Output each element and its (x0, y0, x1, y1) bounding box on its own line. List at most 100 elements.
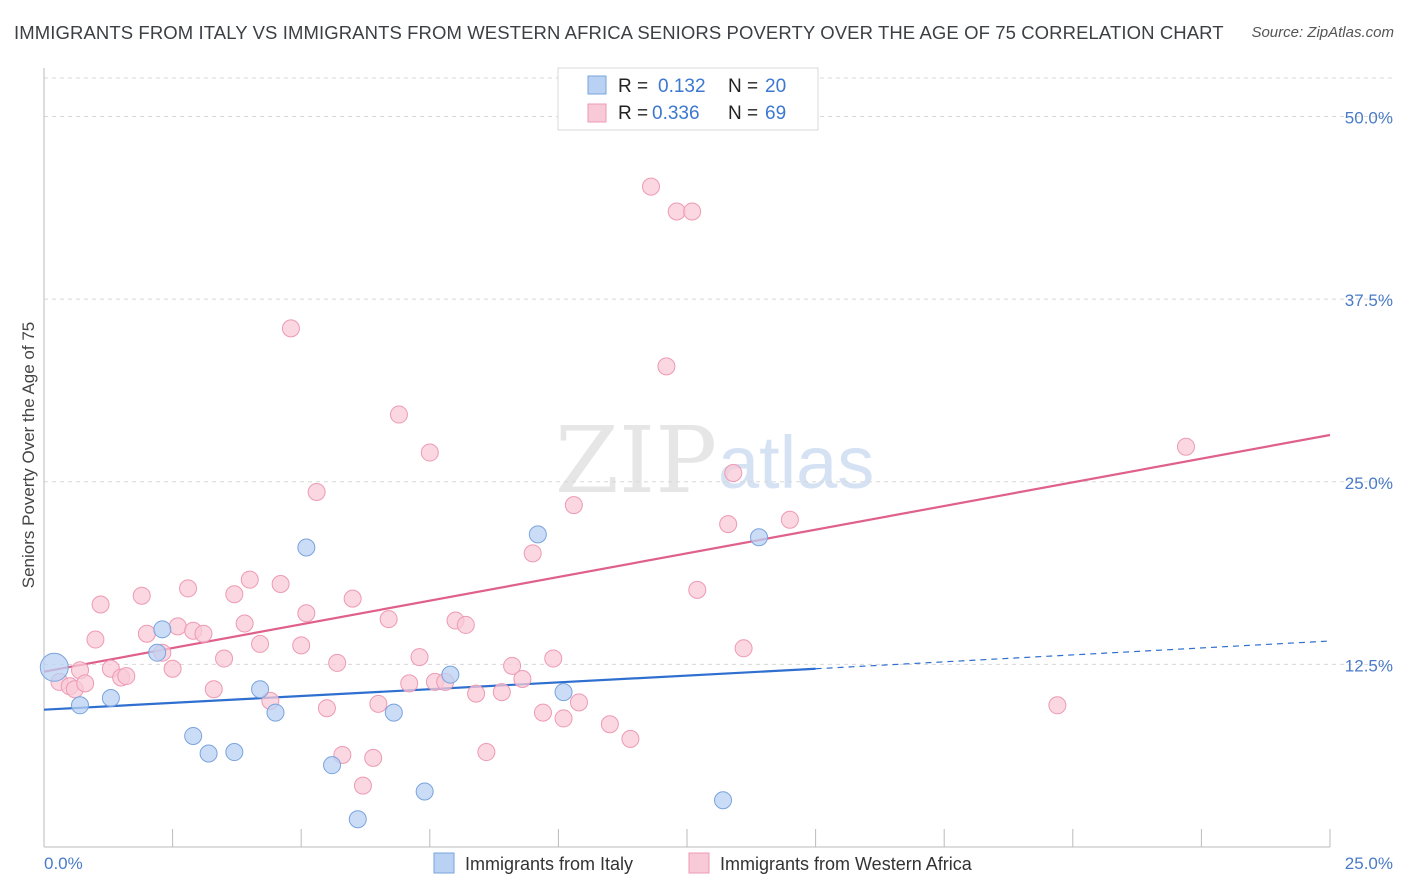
data-point-western-africa (297, 604, 316, 623)
data-point-italy (415, 782, 434, 801)
data-point-western-africa (734, 639, 753, 658)
data-point-western-africa (420, 443, 439, 462)
data-point-western-africa (467, 684, 486, 703)
data-point-western-africa (513, 669, 532, 688)
data-point-western-africa (533, 703, 552, 722)
y-tick-label: 50.0% (1345, 109, 1393, 128)
data-point-western-africa (204, 680, 223, 699)
data-point-italy (297, 538, 316, 557)
data-point-western-africa (271, 575, 290, 594)
data-point-western-africa (523, 544, 542, 563)
data-point-western-africa (168, 617, 187, 636)
data-point-western-africa (400, 674, 419, 693)
data-point-italy (184, 726, 203, 745)
data-point-italy (251, 680, 270, 699)
data-point-western-africa (379, 610, 398, 629)
data-point-western-africa (554, 709, 573, 728)
series-italy (39, 525, 769, 829)
data-point-western-africa (86, 630, 105, 649)
y-tick-label: 25.0% (1345, 474, 1393, 493)
data-point-italy (39, 652, 69, 682)
data-point-italy (714, 791, 733, 810)
data-point-western-africa (641, 177, 660, 196)
bottom-legend: Immigrants from Italy Immigrants from We… (433, 852, 973, 874)
data-point-western-africa (353, 776, 372, 795)
y-axis-label: Seniors Poverty Over the Age of 75 (19, 322, 38, 588)
x-tick-label-max: 25.0% (1345, 854, 1393, 873)
legend-swatch-italy (587, 75, 607, 95)
data-point-italy (153, 620, 172, 639)
data-point-western-africa (163, 659, 182, 678)
data-point-italy (384, 703, 403, 722)
data-point-western-africa (369, 694, 388, 713)
data-point-western-africa (667, 202, 686, 221)
data-point-western-africa (410, 648, 429, 667)
data-point-italy (101, 688, 120, 707)
watermark-atlas: atlas (718, 421, 874, 504)
trend-line-western-africa (43, 433, 1331, 673)
data-point-western-africa (317, 699, 336, 718)
data-point-western-africa (137, 624, 156, 643)
data-point-italy (348, 810, 367, 829)
y-tick-label: 12.5% (1345, 656, 1393, 675)
top-legend: R = 0.132 N = 20 R = 0.336 N = 69 (557, 67, 819, 131)
data-point-western-africa (621, 729, 640, 748)
legend-n-label-italy: N = (728, 76, 758, 97)
data-point-italy (528, 525, 547, 544)
y-tick-label: 37.5% (1345, 291, 1393, 310)
data-point-italy (148, 643, 167, 662)
legend-n-label-wafrica: N = (728, 103, 758, 124)
legend-n-value-wafrica: 69 (765, 103, 786, 124)
data-point-western-africa (194, 624, 213, 643)
data-point-western-africa (477, 743, 496, 762)
data-point-italy (266, 703, 285, 722)
y-tick-labels: 12.5% 25.0% 37.5% 50.0% (1345, 109, 1393, 676)
bottom-legend-swatch-wafrica (688, 852, 710, 874)
data-point-western-africa (544, 649, 563, 668)
data-point-italy (199, 744, 218, 763)
legend-r-value-wafrica: 0.336 (652, 103, 700, 124)
data-point-western-africa (251, 634, 270, 653)
data-point-western-africa (328, 653, 347, 672)
x-tick-label-min: 0.0% (44, 854, 83, 873)
data-point-western-africa (179, 579, 198, 598)
data-point-western-africa (456, 615, 475, 634)
data-point-western-africa (307, 482, 326, 501)
legend-r-value-italy: 0.132 (658, 76, 706, 97)
data-point-western-africa (719, 515, 738, 534)
data-point-western-africa (292, 636, 311, 655)
legend-r-label-wafrica: R = (618, 103, 648, 124)
data-point-western-africa (492, 683, 511, 702)
bottom-legend-label-italy: Immigrants from Italy (465, 854, 633, 874)
data-point-western-africa (503, 656, 522, 675)
data-point-western-africa (235, 614, 254, 633)
data-point-western-africa (91, 595, 110, 614)
chart-title: IMMIGRANTS FROM ITALY VS IMMIGRANTS FROM… (14, 22, 1224, 43)
data-point-italy (441, 665, 460, 684)
data-point-western-africa (117, 667, 136, 686)
data-point-western-africa (688, 580, 707, 599)
watermark-zip: ZIP (555, 407, 717, 514)
trend-line-italy-extension (815, 640, 1331, 670)
data-point-western-africa (657, 357, 676, 376)
x-ticks (172, 829, 1331, 847)
data-point-western-africa (724, 463, 743, 482)
data-point-western-africa (240, 570, 259, 589)
data-point-western-africa (683, 202, 702, 221)
data-point-western-africa (389, 405, 408, 424)
bottom-legend-label-wafrica: Immigrants from Western Africa (720, 854, 973, 874)
data-point-western-africa (215, 649, 234, 668)
data-point-western-africa (1048, 696, 1067, 715)
source-label: Source: ZipAtlas.com (1251, 24, 1394, 41)
legend-r-label-italy: R = (618, 76, 648, 97)
bottom-legend-swatch-italy (433, 852, 455, 874)
data-point-western-africa (600, 715, 619, 734)
data-point-italy (71, 696, 90, 715)
data-point-western-africa (569, 693, 588, 712)
data-point-western-africa (780, 510, 799, 529)
data-point-italy (554, 683, 573, 702)
watermark: ZIP atlas (555, 407, 874, 514)
data-point-western-africa (343, 589, 362, 608)
legend-swatch-wafrica (587, 103, 607, 123)
